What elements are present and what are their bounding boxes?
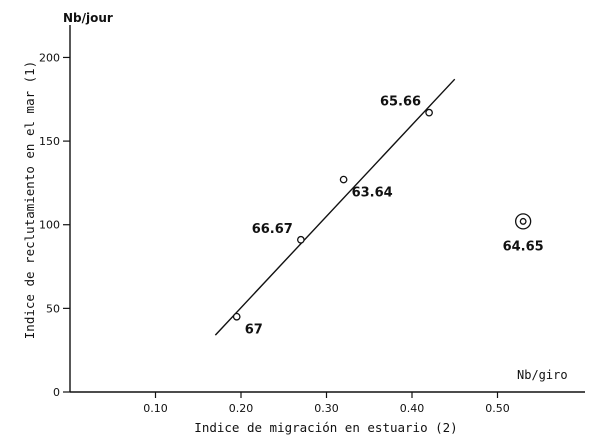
point-label: 67 [245, 323, 263, 338]
x-unit-label: Nb/giro [517, 368, 568, 382]
x-axis-title: Indice de migración en estuario (2) [194, 420, 457, 435]
point-label: 66.67 [252, 222, 293, 237]
data-point [296, 235, 305, 244]
x-tick-label: 0.50 [485, 402, 510, 415]
regression-line [214, 78, 456, 336]
data-points [232, 108, 532, 321]
data-point [425, 108, 433, 117]
point-label: 65.66 [380, 95, 421, 110]
point-label: 64.65 [503, 239, 544, 254]
y-axis-title: Indice de reclutamiento en el mar (1) [22, 61, 37, 339]
x-tick-label: 0.40 [400, 402, 425, 415]
data-point [519, 217, 527, 225]
point-labels: 67 66.67 63.64 65.66 64.65 [245, 95, 544, 338]
ticks: 0 50 100 150 200 0.10 0.20 0.30 0.40 0.50 [39, 51, 510, 415]
data-point [232, 312, 241, 321]
y-tick-label: 50 [46, 302, 60, 315]
y-unit-label: Nb/jour [63, 11, 113, 25]
y-tick-label: 200 [39, 51, 60, 64]
x-tick-label: 0.20 [229, 402, 254, 415]
x-tick-label: 0.10 [143, 402, 168, 415]
y-tick-label: 0 [53, 386, 60, 399]
y-tick-label: 100 [39, 219, 60, 232]
x-tick-label: 0.30 [314, 402, 339, 415]
data-point [339, 175, 348, 184]
point-label: 63.64 [352, 186, 393, 201]
y-tick-label: 150 [39, 135, 60, 148]
axes [69, 25, 585, 393]
